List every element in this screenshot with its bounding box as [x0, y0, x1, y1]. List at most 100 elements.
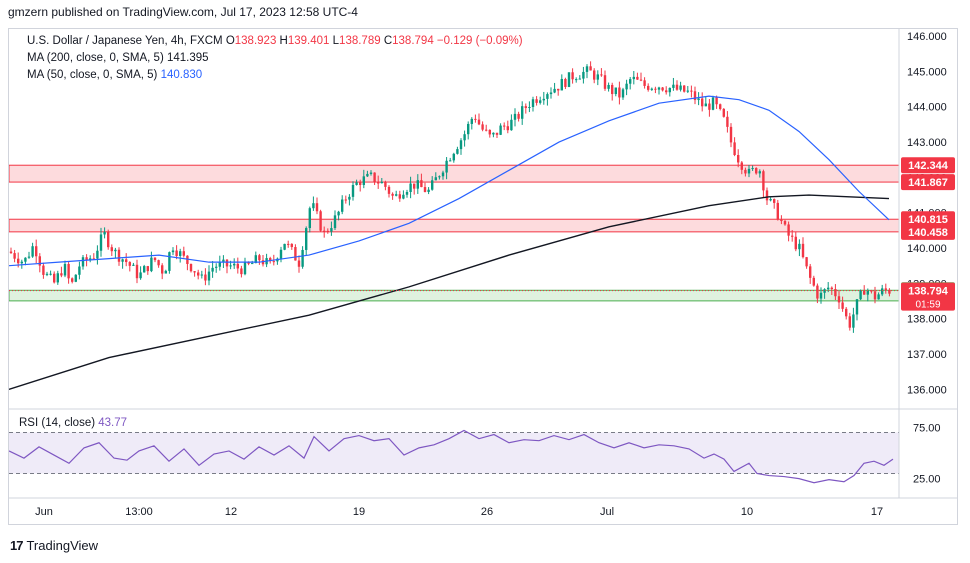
candle-body — [438, 176, 441, 178]
candle-body — [755, 168, 758, 174]
candle-body — [711, 97, 715, 110]
rsi-tick-label: 75.00 — [913, 422, 941, 434]
candle-body — [549, 92, 553, 95]
candle-body — [38, 256, 41, 266]
candle-body — [218, 262, 221, 267]
candle-body — [837, 296, 841, 303]
ma200-value: 141.395 — [166, 52, 209, 64]
tradingview-logo[interactable]: 17 TradingView — [10, 538, 98, 553]
ma50-legend[interactable]: MA (50, close, 0, SMA, 5) 140.830 — [27, 69, 202, 81]
candle-body — [294, 247, 297, 261]
candle-body — [791, 235, 794, 237]
resistance-zone-bottom-label: 141.867 — [908, 177, 948, 189]
ma200-label: MA (200, close, 0, SMA, 5) — [27, 52, 164, 64]
candle-body — [330, 228, 333, 232]
price-tick-label: 146.000 — [907, 31, 947, 43]
candle-body — [150, 257, 153, 272]
candle-body — [726, 116, 729, 127]
candle-body — [290, 243, 293, 248]
candle-body — [636, 76, 639, 80]
chart-frame[interactable]: 146.000145.000144.000143.000142.000141.0… — [8, 28, 958, 525]
candle-body — [175, 250, 178, 256]
candle-body — [845, 308, 848, 317]
candle-body — [413, 183, 416, 189]
open-label: O — [225, 35, 235, 47]
candle-body — [441, 172, 445, 177]
candle-body — [427, 189, 430, 192]
rsi-legend[interactable]: RSI (14, close) 43.77 — [19, 417, 127, 429]
candle-body — [344, 199, 347, 201]
candle-body — [384, 181, 387, 187]
candle-body — [611, 84, 614, 95]
candle-body — [693, 91, 697, 101]
candle-body — [243, 262, 247, 275]
candle-body — [643, 80, 646, 86]
candle-body — [27, 256, 31, 258]
candle-body — [13, 253, 16, 259]
rsi-tick-label: 25.00 — [913, 474, 941, 486]
candle-body — [607, 84, 610, 89]
close-value: 138.794 — [392, 35, 434, 47]
candle-body — [661, 87, 664, 91]
low-value: 138.789 — [339, 35, 381, 47]
candle-body — [125, 259, 128, 263]
candle-body — [683, 85, 686, 92]
tradingview-mark-icon: 17 — [10, 538, 24, 553]
candle-body — [42, 265, 45, 275]
candle-body — [319, 211, 322, 231]
price-tick-label: 143.000 — [907, 137, 947, 149]
candle-body — [359, 182, 362, 185]
candle-body — [884, 288, 887, 290]
candle-body — [488, 129, 491, 135]
candle-body — [323, 230, 326, 232]
candle-body — [337, 211, 340, 216]
candle-body — [416, 180, 419, 189]
resistance-zone-top-label: 140.815 — [908, 214, 948, 226]
candle-body — [495, 132, 499, 135]
change-value: −0.129 (−0.09%) — [436, 35, 523, 47]
candle-body — [639, 79, 643, 81]
price-zones — [9, 164, 900, 302]
symbol-legend[interactable]: U.S. Dollar / Japanese Yen, 4h, FXCM O13… — [27, 35, 523, 47]
candle-body — [521, 106, 524, 119]
resistance-zone-top-label-bg — [901, 157, 955, 174]
rsi-line — [9, 429, 894, 484]
candle-body — [866, 290, 869, 295]
time-tick-label: 10 — [741, 506, 753, 518]
candle-body — [240, 268, 243, 275]
candle-body — [600, 74, 603, 76]
candle-body — [204, 274, 207, 281]
moving-averages — [9, 95, 899, 391]
candle-body — [531, 99, 535, 107]
price-chart[interactable]: 146.000145.000144.000143.000142.000141.0… — [9, 29, 957, 524]
candle-body — [103, 231, 106, 235]
candle-body — [272, 261, 275, 263]
candle-body — [398, 194, 401, 199]
candle-body — [395, 194, 398, 196]
ma200-legend[interactable]: MA (200, close, 0, SMA, 5) 141.395 — [27, 52, 209, 64]
countdown-label: 01:59 — [915, 300, 940, 311]
candle-body — [315, 203, 319, 212]
price-tick-label: 137.000 — [907, 349, 947, 361]
candle-body — [279, 249, 283, 259]
candle-body — [499, 125, 502, 135]
candle-body — [585, 66, 589, 72]
candle-body — [114, 249, 117, 252]
candle-body — [470, 118, 473, 124]
candle-body — [405, 192, 409, 195]
candle-body — [632, 76, 635, 80]
candle-body — [747, 168, 751, 174]
candle-body — [146, 266, 149, 272]
candle-body — [9, 251, 13, 254]
candle-body — [503, 125, 506, 127]
candle-body — [463, 134, 466, 141]
candle-body — [524, 106, 527, 109]
candle-body — [200, 274, 203, 276]
candle-body — [85, 257, 88, 261]
candle-body — [135, 264, 139, 279]
current-price-label: 138.794 — [908, 286, 949, 298]
support-zone — [9, 289, 900, 302]
time-tick-label: Jun — [35, 506, 53, 518]
candle-body — [737, 154, 740, 163]
candle-body — [171, 250, 175, 253]
